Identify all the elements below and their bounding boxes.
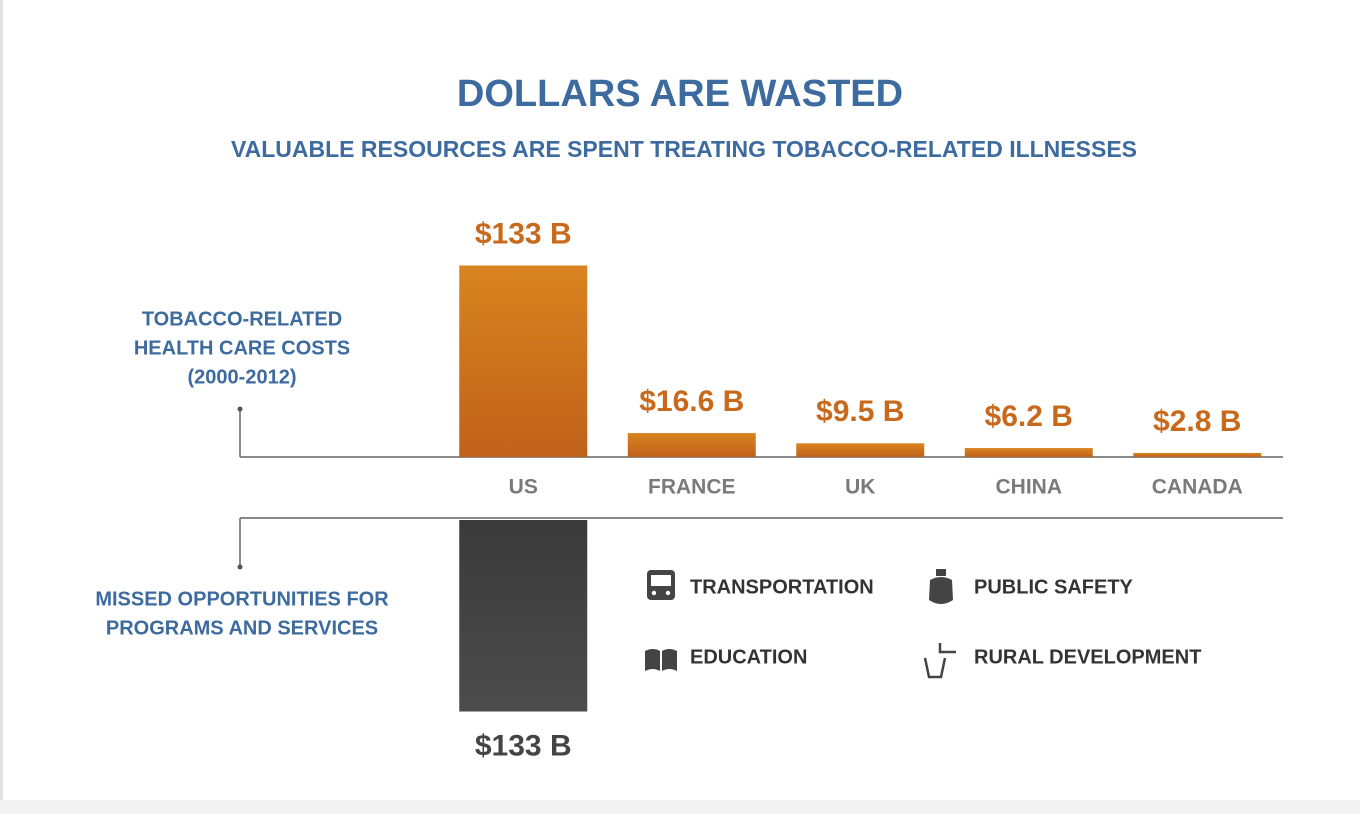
bar <box>796 443 925 457</box>
category-label: UK <box>845 476 875 499</box>
bottom-edge <box>0 800 1360 814</box>
value-label: $9.5 B <box>816 395 904 428</box>
title: DOLLARS ARE WASTED <box>457 73 903 115</box>
value-label: $133 B <box>475 729 572 762</box>
value-label: $6.2 B <box>985 400 1073 433</box>
category-label: CANADA <box>1152 476 1243 499</box>
item-label: TRANSPORTATION <box>690 576 874 598</box>
left-edge <box>0 0 3 814</box>
category-label: CHINA <box>996 476 1063 499</box>
axis-label: PROGRAMS AND SERVICES <box>106 617 378 639</box>
category-label: US <box>509 476 538 499</box>
bar <box>1133 452 1262 457</box>
item-label: PUBLIC SAFETY <box>974 576 1134 598</box>
category-label: FRANCE <box>648 476 736 499</box>
item-label: RURAL DEVELOPMENT <box>974 646 1201 668</box>
bus-icon <box>647 570 675 600</box>
axis-label: HEALTH CARE COSTS <box>134 337 350 359</box>
bar <box>627 433 756 457</box>
value-label: $16.6 B <box>639 385 744 418</box>
subtitle: VALUABLE RESOURCES ARE SPENT TREATING TO… <box>231 136 1137 162</box>
axis-label: (2000-2012) <box>188 366 297 388</box>
bar <box>964 448 1093 457</box>
safety-icon <box>929 569 953 604</box>
value-label: $133 B <box>475 217 572 250</box>
water-icon <box>923 643 956 679</box>
book-icon <box>645 649 677 671</box>
value-label: $2.8 B <box>1153 405 1241 438</box>
bar <box>459 265 588 457</box>
bar <box>459 520 588 712</box>
pointer-dot <box>237 406 243 412</box>
axis-label: TOBACCO-RELATED <box>142 308 342 330</box>
item-label: EDUCATION <box>690 646 807 668</box>
axis-label: MISSED OPPORTUNITIES FOR <box>95 588 389 610</box>
pointer-dot <box>237 564 243 570</box>
